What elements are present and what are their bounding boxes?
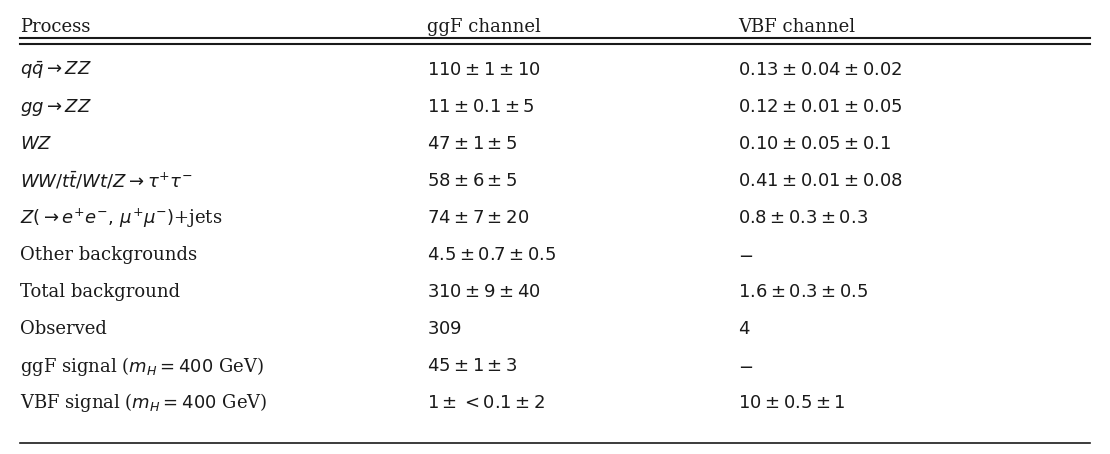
Text: ggF channel: ggF channel (427, 18, 542, 36)
Text: $47 \pm 1 \pm 5$: $47 \pm 1 \pm 5$ (427, 135, 517, 153)
Text: $4$: $4$ (738, 320, 750, 338)
Text: $-$: $-$ (738, 246, 754, 264)
Text: $309$: $309$ (427, 320, 463, 338)
Text: Process: Process (20, 18, 90, 36)
Text: Observed: Observed (20, 320, 107, 338)
Text: $4.5 \pm 0.7 \pm 0.5$: $4.5 \pm 0.7 \pm 0.5$ (427, 246, 556, 264)
Text: Other backgrounds: Other backgrounds (20, 246, 198, 264)
Text: $0.8 \pm 0.3 \pm 0.3$: $0.8 \pm 0.3 \pm 0.3$ (738, 209, 868, 227)
Text: $WW/t\bar{t}/Wt/Z \rightarrow \tau^{+}\tau^{-}$: $WW/t\bar{t}/Wt/Z \rightarrow \tau^{+}\t… (20, 170, 193, 192)
Text: $0.10 \pm 0.05 \pm 0.1$: $0.10 \pm 0.05 \pm 0.1$ (738, 135, 891, 153)
Text: $q\bar{q} \rightarrow ZZ$: $q\bar{q} \rightarrow ZZ$ (20, 59, 92, 81)
Text: Total background: Total background (20, 283, 180, 301)
Text: $gg \rightarrow ZZ$: $gg \rightarrow ZZ$ (20, 97, 92, 118)
Text: VBF channel: VBF channel (738, 18, 856, 36)
Text: $1 \pm {<}0.1 \pm 2$: $1 \pm {<}0.1 \pm 2$ (427, 394, 545, 412)
Text: $110 \pm 1 \pm 10$: $110 \pm 1 \pm 10$ (427, 61, 541, 79)
Text: $Z(\rightarrow e^{+}e^{-},\, \mu^{+}\mu^{-})$+jets: $Z(\rightarrow e^{+}e^{-},\, \mu^{+}\mu^… (20, 207, 222, 230)
Text: $11 \pm 0.1 \pm 5$: $11 \pm 0.1 \pm 5$ (427, 98, 535, 116)
Text: $310 \pm 9 \pm 40$: $310 \pm 9 \pm 40$ (427, 283, 541, 301)
Text: $0.12 \pm 0.01 \pm 0.05$: $0.12 \pm 0.01 \pm 0.05$ (738, 98, 904, 116)
Text: $58 \pm 6 \pm 5$: $58 \pm 6 \pm 5$ (427, 172, 517, 190)
Text: $45 \pm 1 \pm 3$: $45 \pm 1 \pm 3$ (427, 357, 518, 375)
Text: VBF signal ($m_{H} = 400$ GeV): VBF signal ($m_{H} = 400$ GeV) (20, 391, 268, 415)
Text: $1.6 \pm 0.3 \pm 0.5$: $1.6 \pm 0.3 \pm 0.5$ (738, 283, 869, 301)
Text: $74 \pm 7 \pm 20$: $74 \pm 7 \pm 20$ (427, 209, 529, 227)
Text: $10 \pm 0.5 \pm 1$: $10 \pm 0.5 \pm 1$ (738, 394, 846, 412)
Text: $WZ$: $WZ$ (20, 135, 52, 153)
Text: $0.41 \pm 0.01 \pm 0.08$: $0.41 \pm 0.01 \pm 0.08$ (738, 172, 904, 190)
Text: $-$: $-$ (738, 357, 754, 375)
Text: $0.13 \pm 0.04 \pm 0.02$: $0.13 \pm 0.04 \pm 0.02$ (738, 61, 902, 79)
Text: ggF signal ($m_{H} = 400$ GeV): ggF signal ($m_{H} = 400$ GeV) (20, 355, 264, 377)
